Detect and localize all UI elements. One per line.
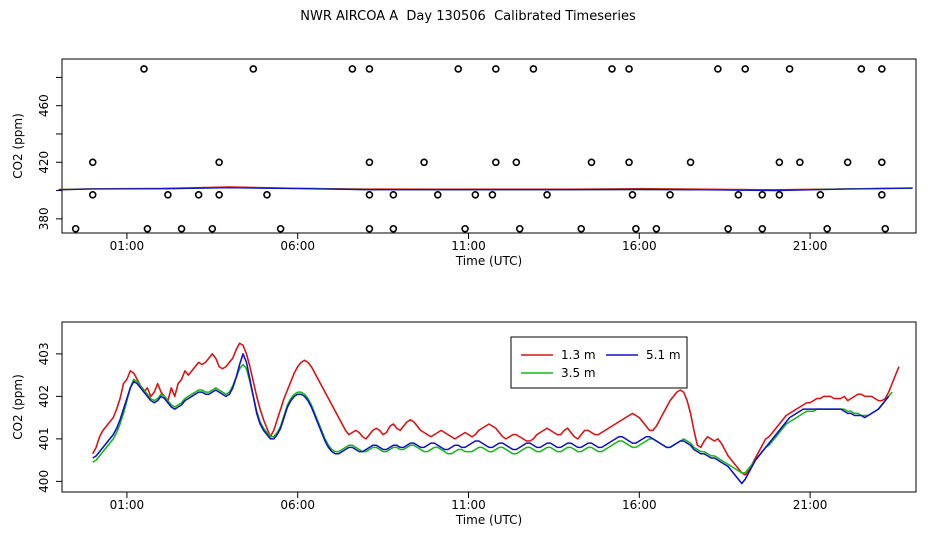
data-point [88,191,97,199]
data-point [420,158,428,167]
data-point [389,224,398,233]
data-point [878,191,886,199]
data-point [543,191,551,199]
plot-frame [61,58,917,234]
data-point [143,224,152,233]
data-point [348,65,357,73]
data-point [249,65,258,73]
y-axis-label: CO2 (ppm) [11,113,25,179]
data-point [164,191,172,199]
bottom-panel: 01:00 06:00 11:00 16:00 21:00 400 401 402 403 Tim… [11,321,917,527]
data-point [816,191,825,199]
x-tick-label: 21:00 [793,239,828,253]
x-tick-label: 01:00 [110,239,145,253]
data-point [365,224,374,233]
data-point [878,158,886,167]
data-point [785,65,794,73]
data-point [857,65,866,73]
data-point [512,158,521,167]
data-point [471,191,480,199]
y-tick-label: 402 [37,385,51,408]
y-tick-label: 460 [37,94,51,117]
x-tick-label: 16:00 [622,498,657,512]
data-point [208,224,217,233]
data-point [177,224,186,233]
data-point [625,65,633,73]
data-point [529,65,538,73]
data-point [365,158,374,167]
y-axis-label: CO2 (ppm) [11,374,25,440]
legend-label: 3.5 m [561,366,596,380]
legend: 1.3 m 3.5 m 5.1 m [510,336,688,389]
series-line [92,363,893,474]
x-tick-label: 06:00 [280,498,315,512]
plot-frame [61,321,917,493]
data-point [215,191,223,199]
data-point [628,191,637,199]
series-line [58,187,913,192]
data-point [433,191,442,199]
data-point [775,191,784,199]
data-point [577,224,586,233]
legend-label: 5.1 m [646,348,681,362]
y-tick-label: 400 [37,470,51,493]
data-point [843,158,852,167]
data-point [758,191,767,199]
legend-label: 1.3 m [561,348,596,362]
x-axis-label: Time (UTC) [455,513,522,527]
data-point [71,224,80,233]
data-point [666,191,674,199]
data-point [365,65,374,73]
data-point [734,191,743,199]
data-point [714,65,722,73]
page-title: NWR AIRCOA A Day 130506 Calibrated Times… [300,9,636,24]
series-line [92,342,900,476]
data-point [775,158,784,167]
data-point [488,191,497,199]
x-tick-label: 11:00 [451,239,486,253]
data-point [625,158,633,167]
x-tick-label: 06:00 [280,239,315,253]
data-point [194,191,203,199]
data-point [608,65,616,73]
data-point [724,224,732,233]
top-panel: 01:00 06:00 11:00 16:00 21:00 380 420 460 Time (… [11,58,917,268]
x-tick-label: 16:00 [622,239,657,253]
data-point [823,224,831,233]
x-tick-label: 01:00 [110,498,145,512]
data-point [652,224,661,233]
data-point [758,224,767,233]
data-point [88,158,97,167]
x-tick-label: 11:00 [451,498,486,512]
data-point [492,158,500,167]
data-point [632,224,640,233]
data-point [215,158,223,167]
data-point [365,191,374,199]
x-axis-label: Time (UTC) [455,254,522,268]
data-point [515,224,524,233]
data-point [263,191,271,199]
y-tick-label: 403 [37,342,51,365]
data-point [454,65,463,73]
data-point [276,224,285,233]
data-point [686,158,695,167]
data-point [741,65,750,73]
data-point [492,65,500,73]
data-point [461,224,469,233]
legend-box [510,336,688,389]
y-tick-label: 401 [37,427,51,450]
data-point [878,65,886,73]
y-tick-label: 380 [37,207,51,230]
data-point [140,65,148,73]
data-point [881,224,890,233]
data-point [796,158,804,167]
data-point [389,191,398,199]
x-tick-label: 21:00 [793,498,828,512]
data-point [587,158,596,167]
y-tick-label: 420 [37,151,51,174]
series-line [92,353,890,485]
